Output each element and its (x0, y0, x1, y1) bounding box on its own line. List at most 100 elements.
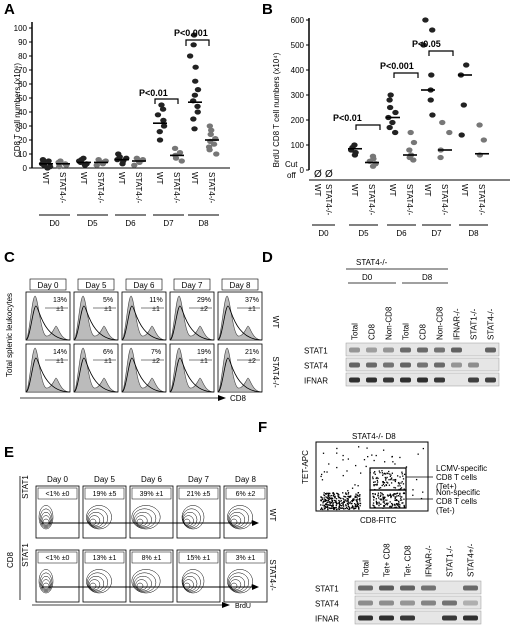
histogram-percent: 29% (197, 297, 211, 304)
flow-dot (335, 506, 337, 509)
ytick-label-b: 600 (291, 16, 305, 25)
flow-dot (350, 502, 352, 505)
flow-dot (395, 498, 398, 501)
flow-dot (345, 492, 347, 494)
flow-dot (338, 508, 341, 510)
flow-dot (353, 498, 355, 500)
flow-dot (339, 507, 341, 509)
day-label-c: Day 7 (182, 281, 203, 290)
point-b (392, 109, 399, 116)
flow-dot (321, 508, 323, 510)
flow-dot (355, 499, 357, 501)
flow-dot (334, 507, 336, 509)
xlabel-f: CD8-FITC (360, 516, 397, 525)
flow-dot (378, 504, 380, 507)
point-a (208, 127, 215, 133)
contour-ring (89, 582, 97, 590)
blot-band (366, 377, 377, 383)
contour-value: 3% ±1 (236, 555, 256, 562)
panel-label-f: F (258, 419, 267, 436)
ytick-label-a: 60 (18, 80, 27, 89)
flow-dot (359, 500, 361, 502)
flow-dot (374, 471, 376, 473)
flow-dot (347, 505, 350, 508)
flow-dot (365, 465, 367, 468)
flow-dot (347, 495, 349, 498)
flow-dot (326, 492, 328, 494)
flow-dot (396, 475, 399, 477)
flow-dot (342, 502, 344, 504)
point-a (158, 102, 165, 108)
day-labels-c: Day 0 Day 5 Day 6 Day 7 Day 8 (29, 278, 259, 291)
point-a (186, 53, 194, 59)
flow-dot (391, 502, 393, 505)
contour-value-box (178, 487, 219, 500)
rowlabel-c-stat4: STAT4-/- (271, 356, 280, 388)
point-a (191, 126, 198, 132)
flow-dot (391, 472, 394, 474)
flow-dot (390, 495, 392, 497)
flow-dot (402, 475, 404, 477)
blot-band (421, 585, 436, 591)
flow-dot (342, 501, 345, 503)
flow-dot (402, 492, 405, 495)
blot-band (485, 347, 496, 353)
flow-dot (327, 495, 330, 497)
panel-c: C Day 0 Day 5 Day 6 Day 7 Day 8 13% ±1 5% ±1 11%… (4, 249, 280, 403)
point-b (429, 27, 436, 33)
marks-b (347, 17, 489, 169)
flow-dot (332, 501, 334, 504)
day-label-e: Day 0 (47, 475, 68, 484)
flow-dot (377, 477, 379, 480)
flow-dot (351, 500, 353, 503)
flow-dot (367, 456, 369, 458)
blot-band (400, 600, 415, 606)
contour-ring (42, 582, 50, 590)
flow-dot (412, 494, 414, 496)
flow-dot (346, 507, 348, 509)
point-b (429, 112, 436, 118)
flow-dot (393, 493, 395, 495)
flow-dot (347, 493, 349, 495)
flow-dot (338, 501, 341, 504)
contour-ring (228, 572, 249, 593)
ytick-label-a: 40 (18, 108, 27, 117)
point-b (407, 129, 414, 136)
contour-ring (87, 572, 108, 593)
blot-band (349, 347, 360, 353)
day-label-a: D8 (198, 219, 209, 228)
ytick-label-a: 0 (23, 164, 28, 173)
flow-dot (347, 502, 350, 504)
flow-dot (356, 496, 358, 498)
point-b (351, 142, 358, 148)
flow-dot (347, 458, 350, 460)
flow-dot (375, 477, 377, 480)
blot-band (383, 347, 394, 353)
flow-dot (345, 493, 347, 495)
point-a (206, 123, 214, 129)
blot-strip (354, 595, 482, 610)
cutoff-label-1: Cut (285, 160, 298, 169)
ytick-label-a: 20 (18, 136, 27, 145)
flow-dot (382, 449, 385, 451)
panel-label-a: A (4, 1, 15, 18)
contour-ring (131, 569, 161, 594)
flow-dot (329, 495, 331, 497)
blot-band (400, 585, 415, 591)
flow-dot (398, 506, 401, 508)
flow-dot (402, 502, 404, 504)
flow-dot (327, 508, 329, 510)
flow-dot (353, 506, 355, 508)
histogram-percent: 6% (103, 349, 113, 356)
histogram-sd: ±1 (104, 358, 112, 365)
flow-dot (390, 474, 392, 476)
flow-dot (323, 471, 326, 473)
lane-label-d: STAT1-/- (470, 308, 479, 340)
contour-ring (89, 518, 97, 526)
blot-band (400, 347, 411, 353)
flow-dot (332, 502, 334, 505)
contour-ring (181, 505, 205, 530)
flow-dot (374, 481, 376, 483)
point-a (39, 157, 47, 163)
point-b (386, 104, 394, 111)
